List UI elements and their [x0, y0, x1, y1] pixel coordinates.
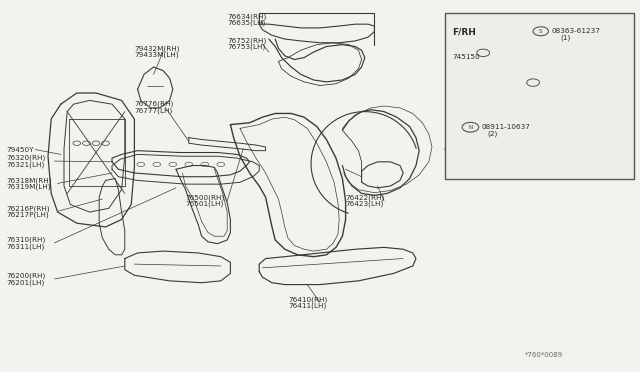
Text: 76776(RH): 76776(RH) [134, 101, 173, 108]
Text: 76318M(RH): 76318M(RH) [6, 177, 52, 184]
Text: 76216P(RH): 76216P(RH) [6, 205, 50, 212]
Text: N: N [468, 125, 472, 130]
Text: 76311(LH): 76311(LH) [6, 243, 45, 250]
Bar [445, 13, 634, 179]
Text: 76410(RH): 76410(RH) [288, 296, 327, 303]
Text: 76752(RH): 76752(RH) [227, 38, 266, 44]
Text: 76500(RH): 76500(RH) [186, 195, 225, 201]
Text: (1): (1) [560, 34, 570, 41]
Text: F/RH: F/RH [452, 28, 476, 37]
Text: 79450Y: 79450Y [6, 147, 34, 153]
Text: 76422(RH): 76422(RH) [346, 195, 385, 201]
Text: S: S [539, 29, 543, 34]
Text: 76201(LH): 76201(LH) [6, 279, 45, 286]
Text: 76321(LH): 76321(LH) [6, 161, 45, 168]
Text: 08363-61237: 08363-61237 [552, 28, 600, 34]
Text: 79433M(LH): 79433M(LH) [134, 51, 179, 58]
Text: 745150: 745150 [452, 54, 480, 60]
Text: 76310(RH): 76310(RH) [6, 237, 45, 243]
Text: 76634(RH): 76634(RH) [227, 13, 266, 20]
Text: (2): (2) [488, 130, 498, 137]
Text: 76423(LH): 76423(LH) [346, 201, 384, 208]
Text: 76320(RH): 76320(RH) [6, 155, 45, 161]
Text: 76200(RH): 76200(RH) [6, 273, 45, 279]
Text: 79432M(RH): 79432M(RH) [134, 45, 180, 52]
Text: 76753(LH): 76753(LH) [227, 44, 266, 51]
Text: *760*0089: *760*0089 [525, 352, 563, 358]
Text: 08911-10637: 08911-10637 [481, 124, 530, 130]
Text: 76319M(LH): 76319M(LH) [6, 183, 51, 190]
Text: 76411(LH): 76411(LH) [288, 302, 326, 309]
Text: 76217P(LH): 76217P(LH) [6, 211, 49, 218]
Text: 76777(LH): 76777(LH) [134, 107, 173, 114]
Text: 76635(LH): 76635(LH) [227, 20, 266, 26]
Text: 76501(LH): 76501(LH) [186, 201, 224, 208]
